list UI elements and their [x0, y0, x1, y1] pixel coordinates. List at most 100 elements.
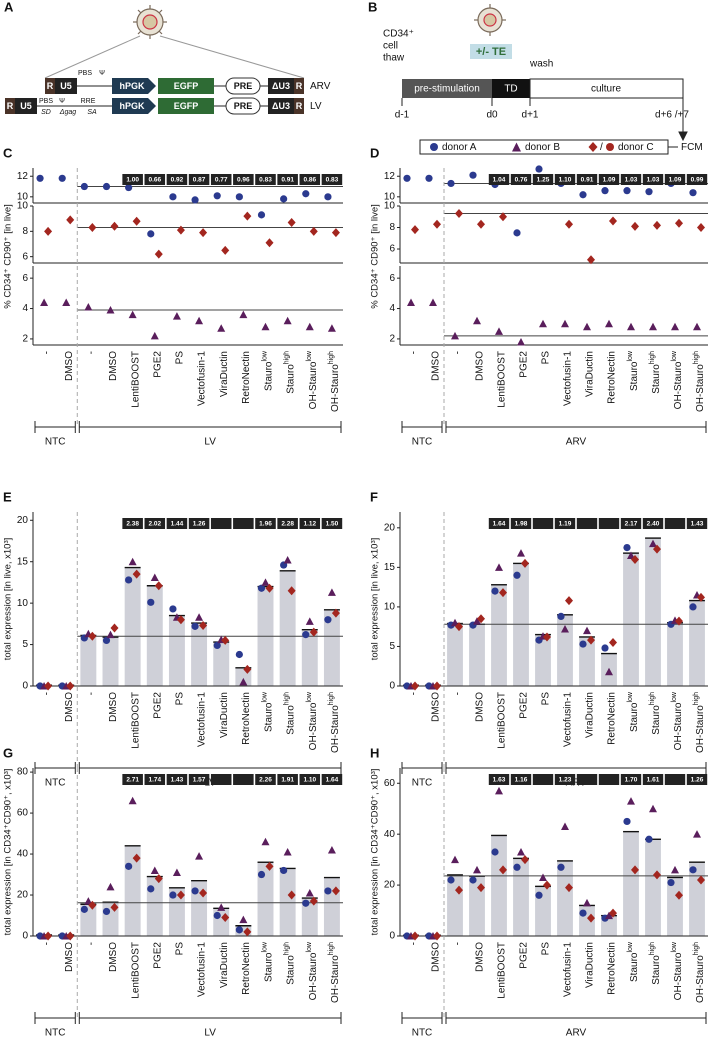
data-point: [451, 618, 459, 627]
fold-label: 0.92: [171, 177, 184, 184]
data-point: [195, 852, 204, 860]
x-tick-label: -: [42, 692, 53, 695]
panel-label: D: [370, 145, 379, 160]
data-point: [539, 319, 547, 328]
bar: [579, 636, 595, 686]
bar: [257, 862, 274, 936]
fold-box: [598, 774, 620, 785]
data-point: [561, 822, 569, 831]
data-point: [106, 306, 115, 314]
data-point: [287, 217, 296, 227]
hpgk: hPGK: [119, 81, 145, 91]
label-base: Stauro: [629, 952, 640, 982]
label-base: OH-Stauro: [673, 952, 684, 1000]
label-superscript: high: [649, 942, 656, 955]
x-tick-label: ViraDuctin: [219, 692, 230, 738]
fold-box: [122, 174, 143, 185]
data-point: [517, 549, 525, 557]
data-point: [513, 863, 521, 871]
pre: PRE: [234, 101, 253, 111]
label-superscript: high: [328, 351, 335, 364]
x-tick-label: Staurohigh: [649, 692, 661, 735]
y-tick-label: 10: [17, 598, 29, 609]
du3: ΔU3: [272, 81, 290, 91]
fold-box: [233, 774, 254, 785]
x-tick-label: Vectofusin-1: [197, 692, 208, 747]
x-tick-label: -: [42, 351, 53, 354]
data-point: [697, 592, 705, 602]
fold-box: [321, 518, 343, 529]
data-point: [653, 220, 661, 230]
data-point: [44, 226, 53, 236]
fold-label: 1.43: [171, 777, 184, 784]
data-point: [557, 612, 565, 621]
u5: U5: [60, 81, 72, 91]
data-point: [44, 931, 53, 941]
thaw-label: thaw: [383, 53, 405, 64]
fold-label: 1.10: [303, 777, 316, 784]
x-tick-label: OH-Staurolow: [306, 691, 318, 750]
data-point: [653, 870, 661, 880]
x-tick-label: -: [409, 692, 420, 695]
data-point: [110, 221, 119, 231]
x-tick-label: -: [86, 692, 97, 695]
y-tick-label: 8: [22, 226, 28, 237]
fold-box: [532, 174, 554, 185]
fold-box: [299, 518, 321, 529]
panel-label: E: [3, 489, 12, 504]
y-tick-label: 80: [17, 767, 29, 778]
bar: [301, 629, 318, 686]
x-tick-label: Staurolow: [262, 350, 274, 391]
data-point: [106, 882, 115, 891]
fold-box: [321, 774, 343, 785]
data-point: [239, 310, 248, 319]
label-base: Stauro: [263, 952, 274, 982]
fold-box: [166, 774, 188, 785]
data-point: [257, 870, 266, 879]
y-tick-label: 12: [384, 171, 396, 182]
y-tick-label: 8: [389, 222, 395, 233]
data-point: [169, 193, 177, 201]
fold-label: 2.71: [126, 777, 139, 784]
y-tick-label: 10: [384, 602, 396, 613]
fold-box: [188, 174, 210, 185]
data-point: [539, 873, 547, 881]
fold-box: [488, 174, 510, 185]
sd: SD: [41, 109, 51, 116]
group-label: NTC: [45, 778, 66, 789]
fold-label: 2.02: [148, 521, 161, 528]
x-tick-label: RetroNectin: [241, 351, 252, 404]
data-point: [477, 883, 485, 893]
data-point: [689, 866, 697, 874]
x-tick-label: -: [453, 942, 464, 945]
data-point: [473, 316, 481, 325]
y-tick-label: 0: [22, 681, 28, 692]
thaw-label: cell: [383, 41, 398, 52]
data-point: [517, 848, 525, 856]
ltr-r: R: [296, 101, 303, 111]
dgag: Δgag: [59, 109, 76, 116]
data-point: [605, 319, 613, 328]
x-tick-label: DMSO: [475, 351, 486, 381]
x-tick-label: RetroNectin: [607, 942, 618, 995]
y-tick-label: 60: [17, 808, 29, 819]
bar: [323, 609, 340, 686]
x-tick-label: Vectofusin-1: [197, 942, 208, 997]
x-tick-label: PGE2: [519, 351, 530, 378]
x-tick-label: ViraDuctin: [219, 351, 230, 397]
x-tick-label: OH-Staurohigh: [328, 692, 340, 753]
data-point: [261, 837, 270, 846]
panel-label: B: [368, 0, 377, 14]
fold-label: 1.03: [625, 177, 638, 184]
x-tick-label: DMSO: [475, 942, 486, 972]
data-point: [88, 900, 97, 910]
fold-label: 1.25: [537, 177, 550, 184]
panel-label: C: [3, 145, 13, 160]
label-base: Stauro: [651, 705, 662, 735]
day-ticks: [401, 98, 688, 142]
bar: [689, 600, 705, 686]
ltr-r: R: [296, 81, 303, 91]
data-point: [331, 886, 340, 896]
y-tick-label: 6: [389, 273, 395, 284]
fold-box: [233, 518, 254, 529]
